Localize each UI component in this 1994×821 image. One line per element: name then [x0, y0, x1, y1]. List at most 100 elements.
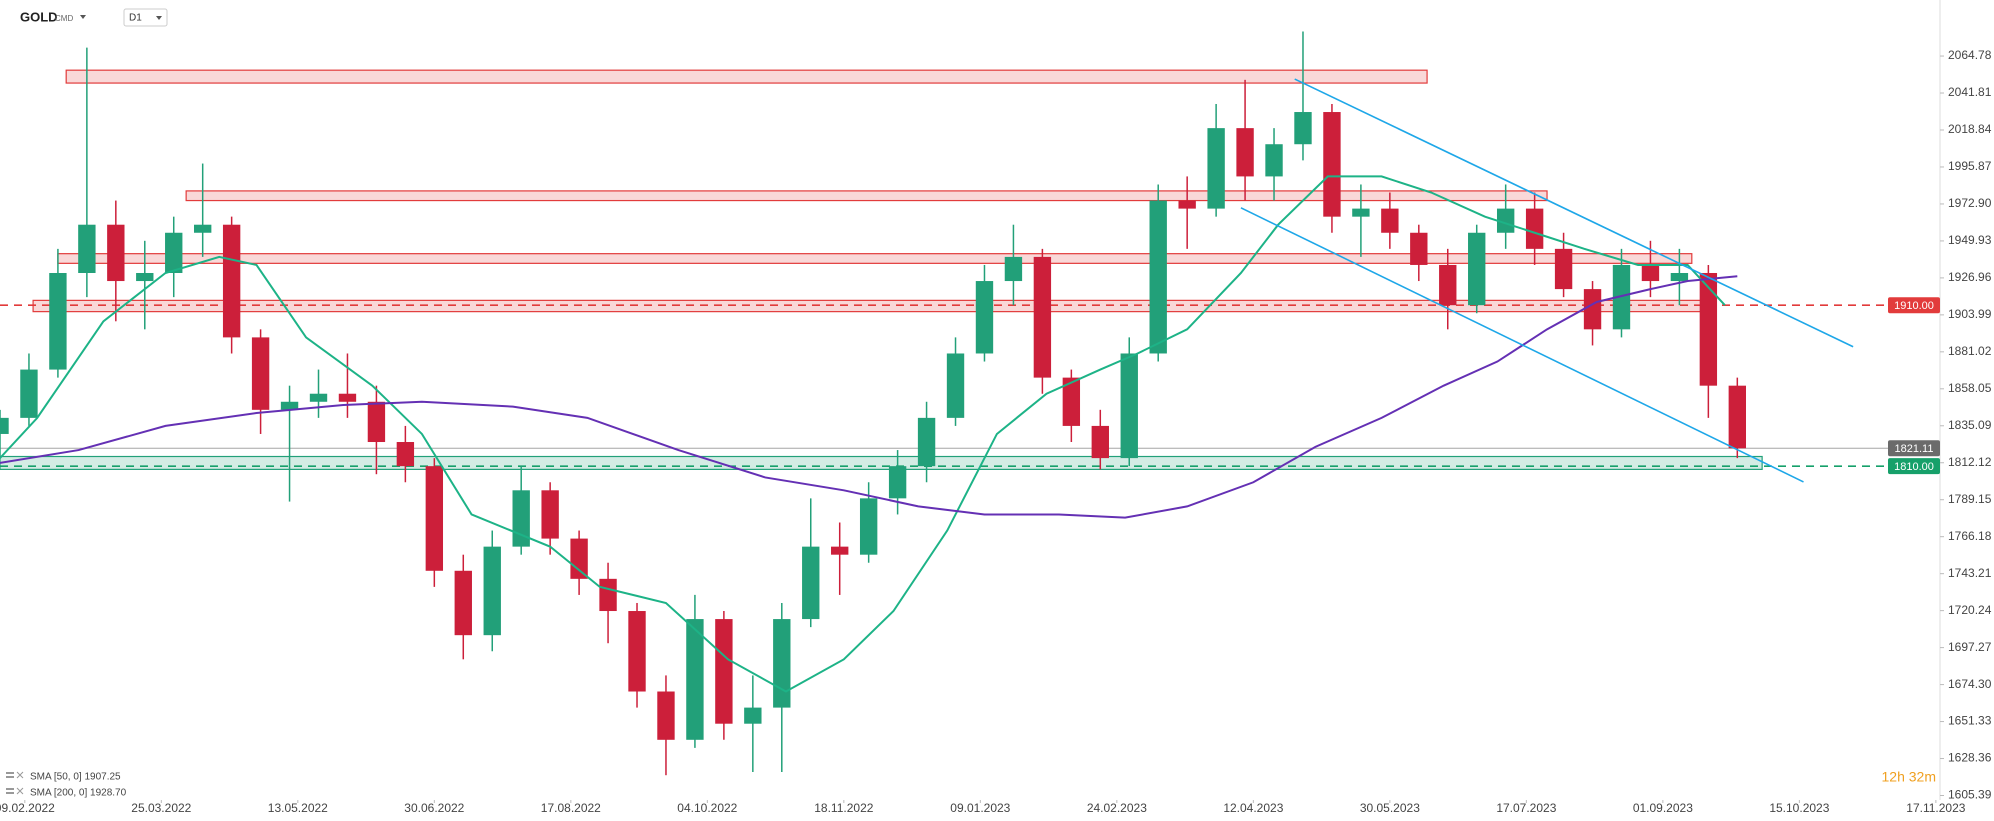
sma-line — [0, 175, 1726, 693]
price-label-box — [1888, 458, 1940, 475]
candle-body — [1439, 264, 1457, 306]
legend-icon[interactable] — [6, 772, 14, 774]
candle-body — [1236, 128, 1254, 177]
x-tick-label: 30.06.2022 — [404, 801, 464, 815]
y-tick-label: 1972.90 — [1948, 196, 1992, 210]
y-tick-label: 1674.30 — [1948, 677, 1992, 691]
candle-body — [570, 538, 588, 579]
y-tick-label: 1720.24 — [1948, 603, 1992, 617]
candle-body — [1294, 112, 1312, 145]
trend-line — [1240, 207, 1804, 483]
y-tick-label: 1835.09 — [1948, 418, 1992, 432]
candle-body — [1381, 208, 1399, 233]
candle-body — [1033, 256, 1052, 378]
candle-body — [396, 442, 415, 467]
candle-body — [1178, 200, 1196, 209]
x-tick-label: 09.02.2022 — [0, 801, 55, 815]
zone — [185, 190, 1548, 202]
candle-body — [1525, 208, 1544, 249]
price-label-box — [1888, 297, 1940, 314]
x-tick-label: 30.05.2023 — [1360, 801, 1420, 815]
zone — [65, 69, 1428, 84]
x-tick-label: 17.07.2023 — [1496, 801, 1556, 815]
x-tick-label: 25.03.2022 — [131, 801, 191, 815]
candle-body — [1120, 353, 1138, 459]
y-tick-label: 2041.81 — [1948, 85, 1992, 99]
candle-body — [1468, 232, 1486, 306]
candle-body — [1554, 248, 1573, 290]
legend-close[interactable] — [16, 787, 24, 795]
timeframe[interactable]: D1 — [129, 13, 142, 24]
candle-body — [1583, 289, 1602, 330]
candle-body — [1207, 128, 1225, 209]
y-tick-label: 1926.96 — [1948, 270, 1992, 284]
symbol[interactable]: GOLD — [20, 9, 58, 24]
zone — [57, 253, 1693, 264]
legend-entry: SMA [200, 0] 1928.70 — [30, 788, 127, 799]
candle-body — [1149, 200, 1167, 354]
candle-body — [657, 691, 675, 740]
candle-body — [541, 490, 559, 539]
candle-body — [1699, 272, 1718, 386]
candle-body — [1265, 144, 1283, 177]
candle-body — [773, 619, 791, 708]
legend-icon[interactable] — [6, 788, 14, 790]
candle-body — [1496, 208, 1515, 233]
candle-body — [1062, 377, 1081, 426]
candle-body — [744, 707, 762, 724]
symbol-dropdown[interactable] — [80, 15, 86, 19]
legend-icon[interactable] — [6, 776, 14, 778]
x-tick-label: 12.04.2023 — [1223, 801, 1283, 815]
candle-body — [1641, 264, 1660, 282]
candle-body — [483, 546, 501, 636]
candle-body — [628, 611, 646, 692]
candle-body — [136, 272, 154, 282]
y-tick-label: 1651.33 — [1948, 714, 1992, 728]
sma-line — [0, 275, 1738, 519]
legend-close[interactable] — [16, 771, 24, 779]
y-tick-label: 1881.02 — [1948, 344, 1992, 358]
x-tick-label: 17.08.2022 — [541, 801, 601, 815]
price-label-box — [1888, 440, 1940, 457]
candle-body — [20, 369, 38, 418]
countdown: 12h 32m — [1882, 769, 1936, 785]
candle-body — [686, 619, 704, 740]
candle-body — [338, 393, 357, 402]
candle-body — [78, 224, 96, 273]
y-tick-label: 1858.05 — [1948, 381, 1992, 395]
candle-body — [1004, 256, 1023, 282]
candle-body — [599, 578, 617, 612]
candle-body — [715, 619, 733, 724]
candle-body — [251, 337, 270, 410]
candle-body — [309, 393, 328, 402]
x-tick-label: 01.09.2023 — [1633, 801, 1693, 815]
candle-body — [975, 281, 994, 354]
candle-body — [165, 232, 183, 273]
candle-body — [888, 466, 907, 499]
timeframe-box[interactable] — [123, 8, 168, 27]
y-tick-label: 2064.78 — [1948, 48, 1992, 62]
candle-body — [367, 401, 386, 443]
x-tick-label: 17.11.2023 — [1906, 801, 1965, 815]
candle-body — [1323, 112, 1341, 217]
y-tick-label: 1812.12 — [1948, 455, 1992, 469]
candle-body — [1612, 264, 1631, 330]
zone — [0, 455, 1763, 470]
candle-body — [49, 272, 67, 370]
y-tick-label: 1743.21 — [1948, 566, 1992, 580]
legend-icon[interactable] — [6, 792, 14, 794]
legend-icons — [6, 771, 24, 795]
price-label: 1910.00 — [1894, 300, 1934, 312]
candle-body — [859, 498, 878, 555]
candle-body — [1091, 425, 1109, 459]
candle-body — [802, 546, 820, 620]
y-tick-label: 1949.93 — [1948, 233, 1992, 247]
y-tick-label: 1789.15 — [1948, 492, 1992, 506]
y-tick-label: 1628.36 — [1948, 751, 1992, 765]
timeframe-dropdown[interactable] — [156, 16, 162, 20]
y-tick-label: 1766.18 — [1948, 529, 1992, 543]
candle-body — [107, 224, 125, 282]
x-tick-label: 13.05.2022 — [268, 801, 328, 815]
